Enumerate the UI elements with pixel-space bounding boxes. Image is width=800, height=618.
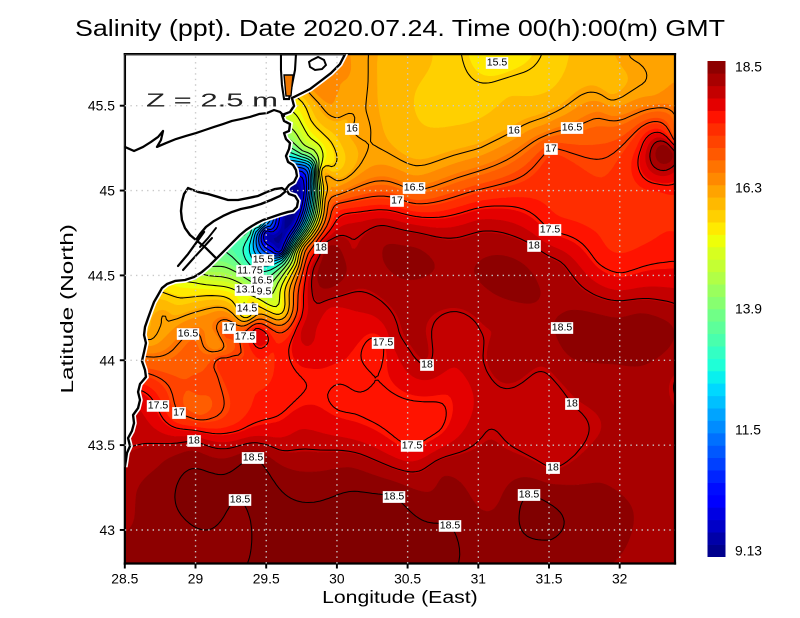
svg-text:16.5: 16.5 [562,122,583,134]
svg-text:18: 18 [547,462,559,474]
svg-text:18.5: 18.5 [243,452,264,464]
svg-text:17: 17 [391,195,403,207]
svg-text:31: 31 [471,570,487,586]
svg-text:17: 17 [223,322,235,334]
svg-text:17.5: 17.5 [235,331,256,343]
svg-text:16.5: 16.5 [178,328,199,340]
svg-text:13.9: 13.9 [735,301,762,317]
svg-text:44: 44 [100,352,116,368]
svg-text:16.5: 16.5 [252,275,273,287]
svg-text:18.5: 18.5 [384,491,405,503]
svg-text:Salinity (ppt). Date 2020.07.2: Salinity (ppt). Date 2020.07.24. Time 00… [75,15,725,41]
svg-text:16.3: 16.3 [735,180,762,196]
svg-text:16.5: 16.5 [404,182,425,194]
svg-text:44.5: 44.5 [88,267,115,283]
svg-text:17.5: 17.5 [373,337,394,349]
svg-text:18.5: 18.5 [519,489,540,501]
svg-text:Longitude (East): Longitude (East) [322,587,478,607]
svg-text:18: 18 [315,242,327,254]
svg-text:31.5: 31.5 [535,570,562,586]
svg-text:18: 18 [566,398,578,410]
svg-text:30: 30 [329,570,345,586]
svg-text:29: 29 [188,570,204,586]
svg-text:16: 16 [346,123,358,135]
svg-text:17: 17 [173,407,185,419]
svg-text:15.5: 15.5 [253,254,274,266]
svg-text:43.5: 43.5 [88,437,115,453]
svg-text:18: 18 [528,240,540,252]
svg-text:18: 18 [421,359,433,371]
svg-text:18.5: 18.5 [735,59,762,75]
svg-text:16: 16 [508,125,520,137]
svg-text:45: 45 [100,183,116,199]
svg-text:43: 43 [100,522,116,538]
svg-text:Latitude (North): Latitude (North) [57,224,77,393]
svg-text:9.5: 9.5 [257,286,272,298]
svg-text:30.5: 30.5 [394,570,421,586]
svg-text:29.5: 29.5 [253,570,280,586]
svg-text:18.5: 18.5 [230,494,251,506]
svg-text:18.5: 18.5 [440,520,461,532]
svg-text:9.13: 9.13 [735,543,762,559]
svg-text:17.5: 17.5 [148,400,169,412]
svg-text:17: 17 [545,143,557,155]
svg-text:18.5: 18.5 [552,322,573,334]
svg-text:32: 32 [612,570,628,586]
svg-text:Z = 2.5 m: Z = 2.5 m [146,89,278,110]
svg-text:17.5: 17.5 [540,224,561,236]
svg-text:13.1: 13.1 [236,284,257,296]
svg-text:17.5: 17.5 [402,440,423,452]
svg-text:15.5: 15.5 [487,57,508,69]
svg-text:11.5: 11.5 [735,422,761,438]
svg-text:11.75: 11.75 [237,265,263,277]
svg-text:18: 18 [188,435,200,447]
svg-text:14.5: 14.5 [237,303,258,315]
svg-text:28.5: 28.5 [111,570,138,586]
svg-text:45.5: 45.5 [88,98,115,114]
